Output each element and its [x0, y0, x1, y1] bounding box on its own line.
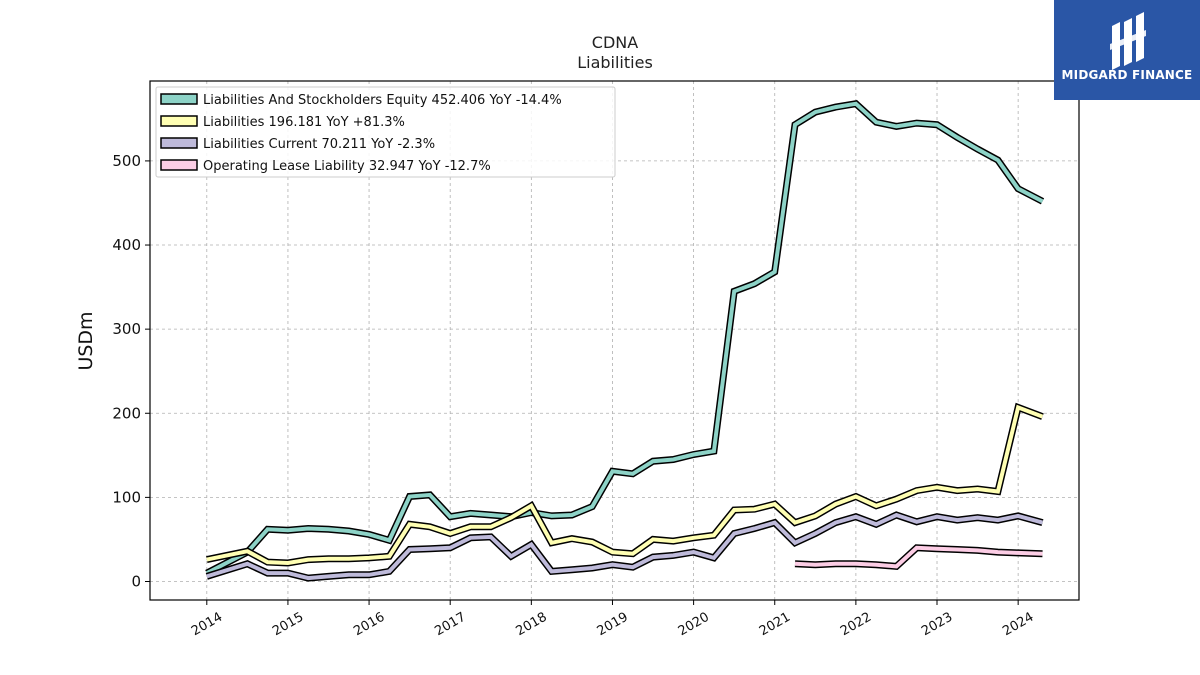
series-2	[206, 402, 1044, 567]
x-tick-label: 2016	[351, 610, 387, 640]
series-lines	[205, 99, 1045, 582]
legend-swatch	[160, 137, 198, 149]
chart-subtitle: Liabilities	[577, 53, 653, 72]
legend-box	[155, 86, 616, 178]
x-tick-label: 2017	[432, 610, 468, 640]
y-tick-label: 500	[112, 152, 141, 170]
x-tick-label: 2023	[919, 610, 955, 640]
series-line	[794, 545, 1043, 569]
x-tick-label: 2020	[676, 610, 712, 640]
y-tick-label: 300	[112, 320, 141, 338]
midgard-logo-icon	[1110, 12, 1146, 70]
legend-swatch	[160, 115, 198, 127]
y-tick-label: 100	[112, 488, 141, 506]
x-tick-label: 2021	[757, 610, 793, 640]
y-tick-label: 400	[112, 236, 141, 254]
y-tick-label: 200	[112, 404, 141, 422]
legend-label: Operating Lease Liability 32.947 YoY -12…	[203, 159, 491, 174]
legend: Liabilities And Stockholders Equity 452.…	[155, 86, 616, 178]
series-line	[206, 404, 1044, 566]
legend-label: Liabilities 196.181 YoY +81.3%	[203, 115, 405, 130]
y-tick-label: 0	[131, 572, 141, 590]
series-4	[794, 544, 1043, 571]
legend-label: Liabilities And Stockholders Equity 452.…	[203, 93, 562, 108]
x-tick-label: 2014	[189, 610, 225, 640]
x-tick-label: 2015	[270, 610, 306, 640]
midgard-finance-logo: MIDGARD FINANCE	[1054, 0, 1200, 100]
legend-swatch	[160, 93, 198, 105]
x-tick-label: 2018	[514, 610, 550, 640]
x-tick-label: 2024	[1000, 610, 1036, 640]
chart-title: CDNA	[592, 33, 638, 52]
logo-text: MIDGARD FINANCE	[1061, 68, 1193, 82]
x-tick-label: 2022	[838, 610, 874, 640]
x-axis-ticks: 2014 2015 2016 2017 2018 2019 2020 2021 2022 2023…	[189, 600, 1036, 640]
y-axis-ticks: 0 100 200 300 400 500	[112, 152, 150, 590]
series-1	[205, 99, 1045, 577]
legend-label: Liabilities Current 70.211 YoY -2.3%	[203, 137, 435, 152]
legend-swatch	[160, 159, 198, 171]
y-axis-label: USDm	[75, 311, 97, 370]
series-3	[205, 511, 1044, 582]
plot-frame	[149, 80, 1080, 601]
series-line	[205, 101, 1044, 575]
x-tick-label: 2019	[595, 610, 631, 640]
series-line	[206, 512, 1044, 581]
series-line-outline	[206, 402, 1044, 567]
